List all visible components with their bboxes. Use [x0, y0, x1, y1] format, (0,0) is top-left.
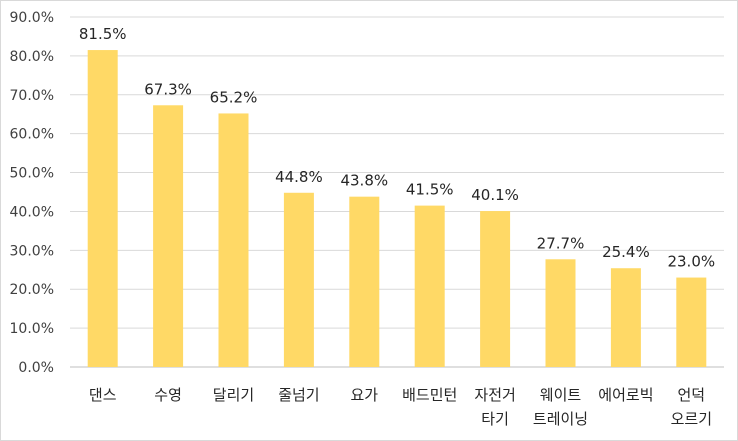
y-tick-label: 60.0%	[10, 127, 54, 143]
data-label: 25.4%	[602, 243, 650, 261]
data-label: 41.5%	[406, 181, 454, 199]
data-label: 81.5%	[79, 25, 127, 43]
data-label: 23.0%	[667, 253, 715, 271]
x-tick-label: 타기	[481, 410, 509, 428]
x-tick-label: 에어로빅	[598, 386, 653, 404]
y-tick-label: 80.0%	[10, 49, 54, 65]
data-label: 43.8%	[340, 172, 388, 190]
bar	[153, 105, 184, 368]
x-tick-label: 트레이닝	[533, 410, 588, 428]
bar	[87, 50, 118, 368]
y-tick-label: 0.0%	[18, 360, 54, 376]
y-tick-label: 20.0%	[10, 282, 54, 298]
data-label: 67.3%	[144, 80, 192, 98]
y-tick-label: 40.0%	[10, 204, 54, 220]
x-tick-label: 줄넘기	[278, 386, 319, 404]
y-tick-label: 50.0%	[10, 166, 54, 182]
bar	[610, 268, 641, 367]
data-label: 40.1%	[471, 186, 519, 204]
y-tick-label: 90.0%	[10, 10, 54, 26]
bar	[480, 211, 511, 367]
bar	[676, 277, 707, 367]
bar	[349, 196, 380, 367]
y-tick-label: 10.0%	[10, 321, 54, 337]
x-tick-label: 자전거	[474, 386, 515, 404]
x-tick-label: 댄스	[89, 386, 117, 404]
data-label: 27.7%	[537, 234, 585, 252]
bar	[545, 259, 576, 367]
y-tick-label: 70.0%	[10, 88, 54, 104]
x-tick-label: 배드민턴	[402, 386, 457, 404]
x-tick-label: 수영	[154, 386, 182, 404]
y-tick-label: 30.0%	[10, 243, 54, 259]
x-tick-label: 언덕	[677, 386, 705, 404]
data-label: 65.2%	[210, 88, 258, 106]
bar	[414, 205, 445, 367]
data-label: 44.8%	[275, 168, 323, 186]
x-tick-label: 달리기	[213, 386, 254, 404]
x-tick-label: 요가	[350, 386, 378, 404]
x-tick-label: 웨이트	[540, 386, 582, 404]
x-tick-label: 오르기	[671, 410, 712, 428]
bar	[218, 113, 249, 367]
bar	[283, 192, 314, 367]
